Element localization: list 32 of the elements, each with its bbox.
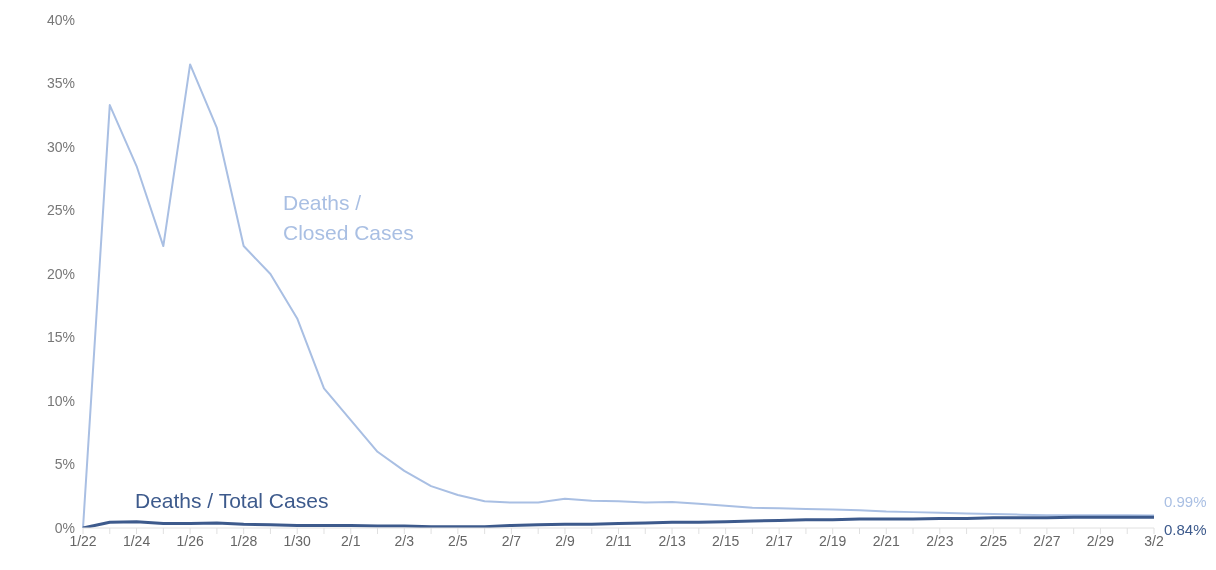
x-tick-label: 2/7 — [501, 532, 522, 549]
x-tick-label: 2/3 — [394, 532, 415, 549]
y-tick-label: 35% — [46, 75, 75, 92]
x-tick-label: 2/5 — [448, 532, 468, 549]
x-tick-label: 2/29 — [1086, 532, 1115, 549]
x-tick-label: 1/24 — [122, 532, 151, 549]
data-label: 0.99% — [1164, 493, 1207, 511]
series-label: Deaths / Closed Cases — [283, 190, 415, 246]
x-tick-label: 2/25 — [979, 532, 1008, 549]
x-tick-label: 1/28 — [230, 532, 258, 549]
x-tick-label: 2/11 — [605, 532, 632, 549]
y-tick-label: 15% — [46, 329, 75, 346]
y-tick-label: 20% — [46, 265, 75, 282]
x-tick-label: 2/1 — [341, 532, 361, 549]
y-tick-label: 10% — [46, 392, 75, 409]
x-tick-label: 2/23 — [926, 532, 954, 549]
x-tick-label: 2/21 — [872, 532, 901, 549]
x-tick-label: 1/30 — [283, 532, 312, 549]
x-tick-label: 2/13 — [658, 532, 686, 549]
x-tick-label: 2/17 — [765, 532, 793, 549]
series-label: Deaths / Total Cases — [135, 488, 330, 514]
x-tick-label: 2/27 — [1033, 532, 1061, 549]
x-tick-label: 2/9 — [555, 532, 575, 549]
y-tick-label: 40% — [46, 11, 75, 28]
x-tick-label: 3/2 — [1144, 532, 1164, 549]
x-tick-label: 2/15 — [711, 532, 740, 549]
y-tick-label: 5% — [54, 456, 75, 473]
y-tick-label: 30% — [46, 138, 75, 155]
x-tick-label: 2/19 — [819, 532, 847, 549]
data-label: 0.84% — [1164, 521, 1207, 539]
y-tick-label: 25% — [46, 202, 75, 219]
x-tick-label: 1/26 — [176, 532, 204, 549]
